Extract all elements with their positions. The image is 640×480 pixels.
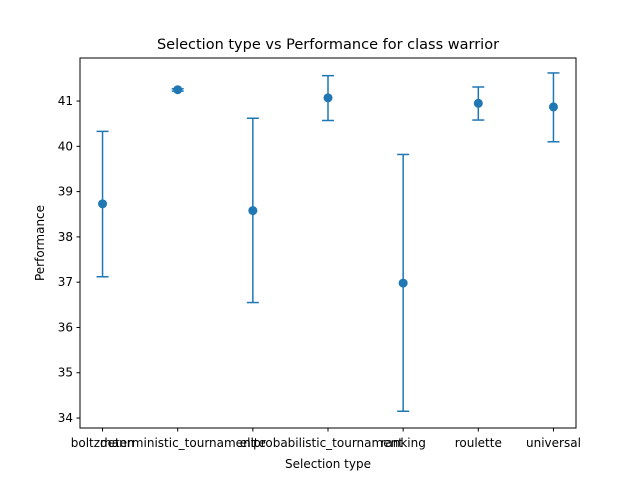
- chart-title: Selection type vs Performance for class …: [157, 37, 499, 53]
- data-point: [323, 93, 333, 103]
- y-tick-label: 41: [58, 94, 73, 108]
- plot-area: 34 35 36 37 38 39 40 41 boltzmanndeterministic_t…: [58, 72, 581, 450]
- x-tick-label: roulette: [455, 436, 502, 450]
- y-tick-label: 36: [58, 320, 73, 334]
- data-point: [173, 85, 183, 95]
- y-tick-label: 34: [58, 411, 73, 425]
- y-axis-label: Performance: [33, 205, 47, 281]
- x-tick-label: universal: [526, 436, 581, 450]
- plot-frame: [79, 57, 577, 429]
- x-tick-label: deterministic_tournament: [100, 436, 256, 450]
- y-tick-label: 37: [58, 275, 73, 289]
- x-tick-label: ranking: [380, 436, 425, 450]
- x-tick-label: probabilistic_tournament: [253, 436, 403, 450]
- data-point: [248, 206, 258, 216]
- x-axis-label: Selection type: [285, 457, 371, 471]
- data-point: [398, 278, 408, 288]
- y-tick-label: 40: [58, 139, 73, 153]
- x-tick-label: elite: [240, 436, 266, 450]
- data-point: [548, 102, 558, 112]
- x-tick-label: boltzmann: [71, 436, 135, 450]
- y-tick-label: 35: [58, 366, 73, 380]
- data-point: [473, 98, 483, 108]
- y-tick-label: 38: [58, 230, 73, 244]
- y-tick-label: 39: [58, 185, 73, 199]
- data-point: [98, 199, 108, 209]
